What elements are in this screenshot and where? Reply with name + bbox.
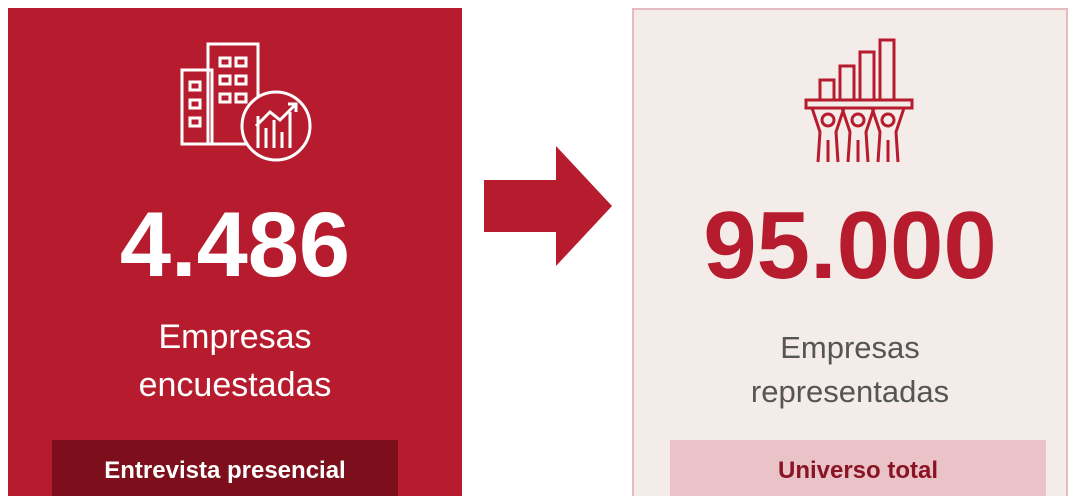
survey-tag: Entrevista presencial (104, 457, 345, 484)
card-background (632, 8, 1068, 496)
survey-count: 4.486 (120, 194, 350, 296)
card-universe: 95.000 Empresas representadas Universo t… (632, 8, 1068, 496)
arrow (484, 146, 612, 266)
icon-buildings (180, 42, 312, 162)
tag-background (52, 440, 398, 496)
card-survey: 4.486 Empresas encuestadas Entrevista pr… (8, 8, 462, 496)
universe-label-line: Empresas (780, 330, 920, 365)
universe-tag: Universo total (778, 457, 938, 484)
survey-label-line: encuestadas (139, 366, 332, 404)
card-background (8, 8, 462, 496)
survey-label-line: Empresas (158, 318, 311, 356)
icon-people-chart (804, 38, 914, 163)
tag-background (670, 440, 1046, 496)
universe-label-line: representadas (751, 374, 949, 409)
universe-count: 95.000 (703, 192, 997, 299)
